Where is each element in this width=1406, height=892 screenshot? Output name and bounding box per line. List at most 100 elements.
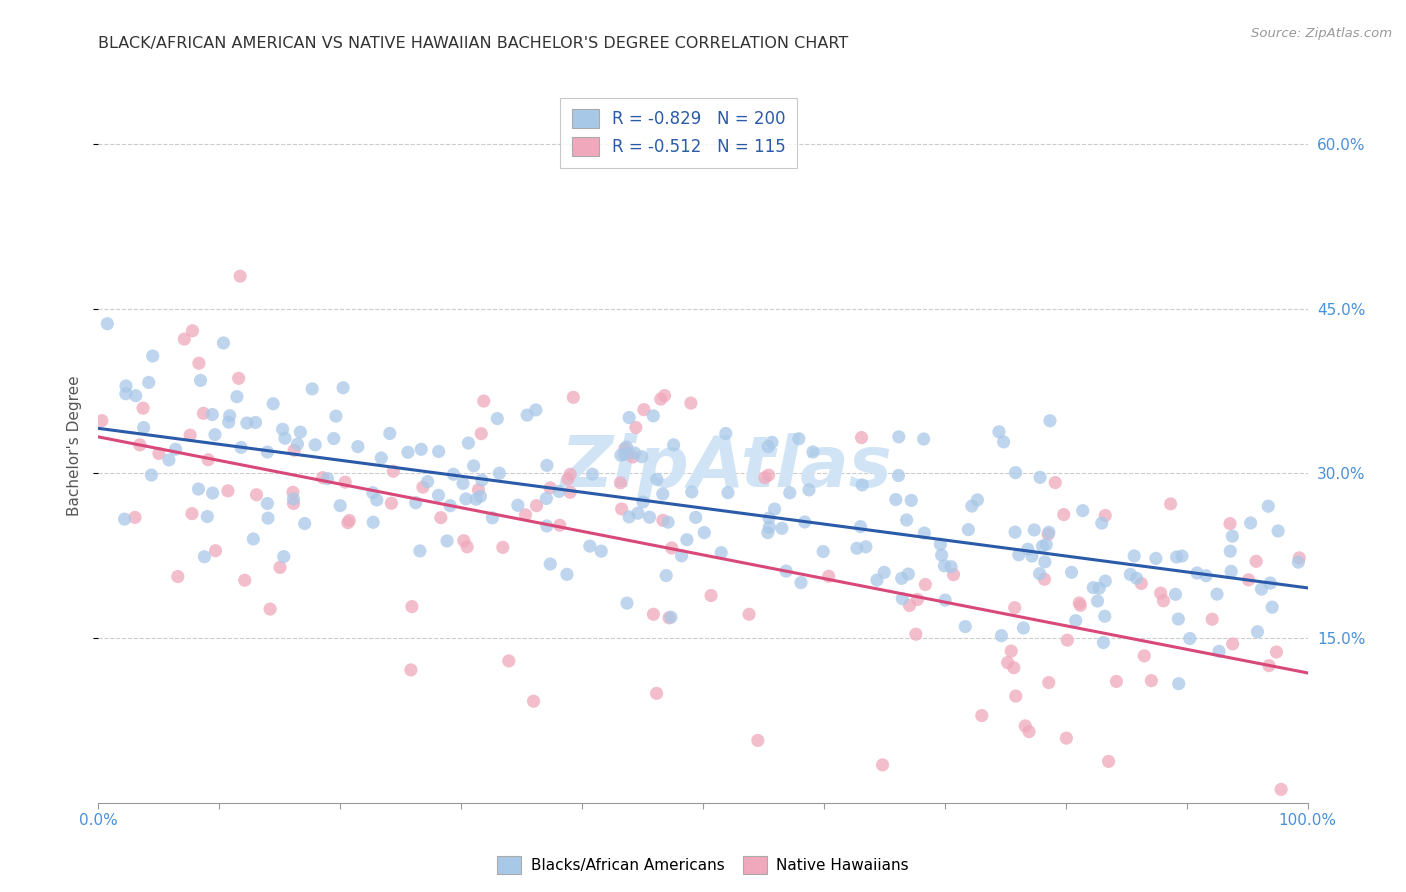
Point [329,499,352,513]
Point [1152,593,1174,607]
Point [1133,648,1156,663]
Point [645,686,668,700]
Point [283,491,305,506]
Point [560,485,582,500]
Point [676,533,699,547]
Point [1029,470,1052,484]
Point [621,450,644,464]
Point [890,571,912,585]
Point [1219,544,1241,558]
Point [900,493,922,508]
Point [179,428,201,442]
Point [361,485,384,500]
Point [754,470,776,484]
Point [281,485,304,500]
Point [506,498,529,512]
Point [747,733,769,747]
Point [578,539,600,553]
Point [790,575,813,590]
Point [1201,612,1223,626]
Point [187,482,209,496]
Point [873,566,896,580]
Point [380,496,402,510]
Point [613,442,636,456]
Point [693,525,716,540]
Point [256,496,278,510]
Point [378,426,401,441]
Point [1288,550,1310,565]
Point [1244,554,1267,568]
Point [955,619,977,633]
Point [657,515,679,529]
Point [197,452,219,467]
Point [1178,632,1201,646]
Point [283,443,305,458]
Point [1185,566,1208,580]
Point [287,437,309,451]
Point [934,593,956,607]
Point [157,453,180,467]
Point [1167,676,1189,690]
Point [659,610,682,624]
Point [651,513,673,527]
Point [787,432,810,446]
Point [1220,565,1243,579]
Point [361,515,384,529]
Point [658,611,681,625]
Point [1017,542,1039,557]
Point [1056,633,1078,648]
Point [761,435,783,450]
Point [1258,576,1281,591]
Text: BLACK/AFRICAN AMERICAN VS NATIVE HAWAIIAN BACHELOR'S DEGREE CORRELATION CHART: BLACK/AFRICAN AMERICAN VS NATIVE HAWAIIA… [98,36,849,51]
Point [1270,782,1292,797]
Point [887,430,910,444]
Point [617,410,640,425]
Point [366,492,388,507]
Point [411,442,433,457]
Point [1091,516,1114,530]
Point [1123,549,1146,563]
Point [650,392,672,406]
Point [1222,529,1244,543]
Point [218,415,240,429]
Point [427,488,450,502]
Point [536,519,558,533]
Point [1018,724,1040,739]
Legend: R = -0.829   N = 200, R = -0.512   N = 115: R = -0.829 N = 200, R = -0.512 N = 115 [560,97,797,168]
Point [1286,555,1309,569]
Point [347,440,370,454]
Point [114,512,136,526]
Point [536,491,558,506]
Point [957,523,980,537]
Point [939,559,962,574]
Point [1144,551,1167,566]
Point [259,602,281,616]
Point [257,511,280,525]
Point [1008,548,1031,562]
Point [290,425,312,439]
Point [1036,527,1059,541]
Point [770,521,793,535]
Point [1039,414,1062,428]
Point [1237,573,1260,587]
Point [793,515,815,529]
Point [225,390,247,404]
Point [132,401,155,416]
Point [851,478,873,492]
Point [1083,581,1105,595]
Point [233,573,256,587]
Point [465,492,488,507]
Point [990,629,1012,643]
Point [581,467,603,482]
Point [201,408,224,422]
Point [645,472,668,486]
Point [1222,637,1244,651]
Point [96,317,118,331]
Point [228,371,250,385]
Point [1035,538,1057,552]
Point [1038,675,1060,690]
Point [758,511,780,525]
Point [630,450,652,464]
Point [1261,600,1284,615]
Point [526,499,548,513]
